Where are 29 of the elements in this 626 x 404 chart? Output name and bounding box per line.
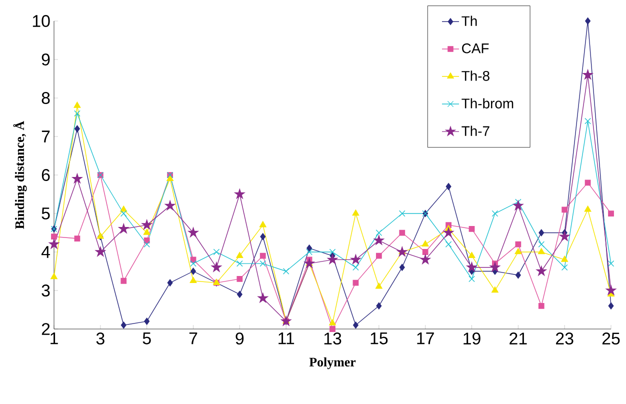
y-axis-title: Binding distance, Å [13,120,27,229]
x-tick-label: 13 [324,332,342,345]
x-tick-label: 19 [464,332,480,345]
x-tick-label: 21 [510,332,527,344]
x-tick-label: 3 [96,332,104,345]
legend-label: CAF [462,43,489,54]
y-tick-label: 7 [42,130,50,142]
x-axis-title: Polymer [309,357,356,370]
x-tick-label: 1 [50,332,58,344]
x-tick-label: 23 [556,332,574,345]
x-tick-label: 9 [236,332,244,345]
y-tick-label: 10 [32,15,50,28]
legend-label: Th-8 [462,70,490,81]
y-tick-label: 2 [42,323,50,335]
legend-label: Th-7 [462,126,490,136]
y-tick-label: 6 [42,169,50,182]
legend-label: Th [462,16,477,26]
x-tick-label: 11 [278,332,294,344]
y-tick-label: 4 [41,246,50,258]
x-tick-label: 25 [602,332,620,345]
y-tick-label: 5 [42,208,50,220]
y-tick-label: 3 [42,284,50,297]
x-tick-label: 15 [370,332,388,344]
x-tick-label: 5 [142,332,151,344]
y-tick-label: 9 [42,54,50,66]
y-tick-label: 8 [42,92,50,104]
x-tick-label: 17 [417,332,434,344]
legend-label: Th-brom [462,98,514,108]
x-tick-label: 7 [189,332,198,344]
